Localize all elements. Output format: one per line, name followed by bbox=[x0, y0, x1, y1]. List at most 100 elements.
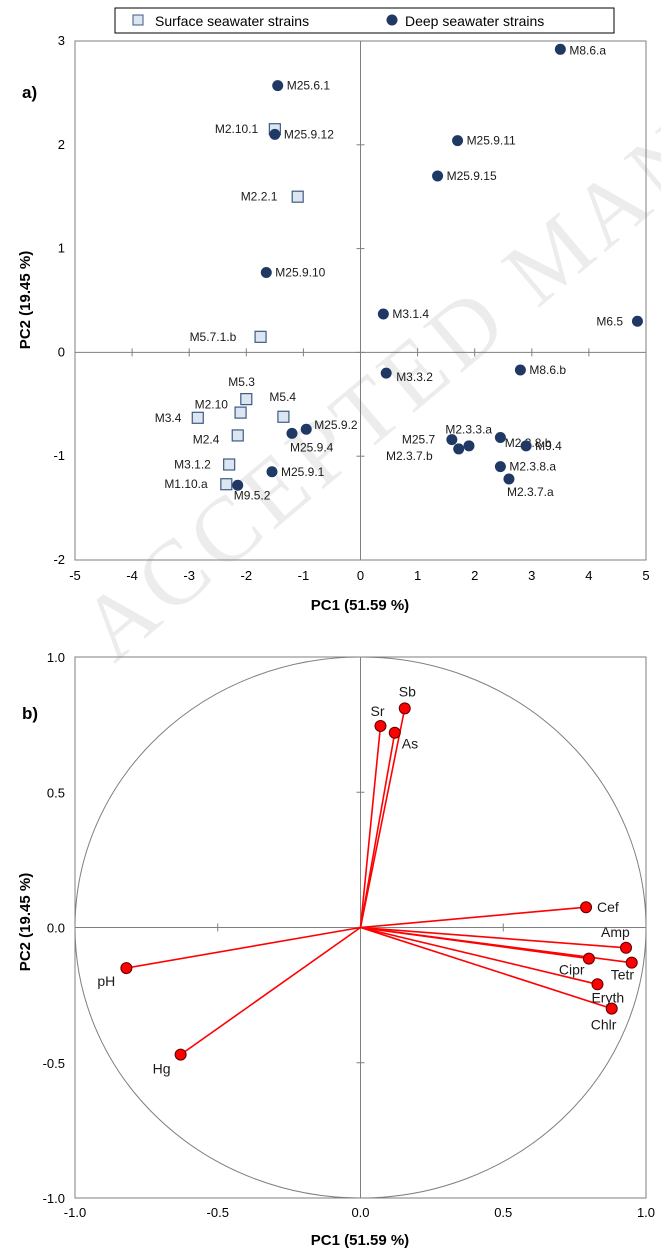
deep-strain-marker bbox=[453, 443, 465, 455]
point-label: M9.5.2 bbox=[234, 488, 271, 502]
deep-strain-marker bbox=[514, 364, 526, 376]
x-tick-label: -4 bbox=[126, 568, 138, 583]
loading-vector bbox=[126, 926, 361, 969]
vector-label: Sb bbox=[399, 683, 416, 699]
y-tick-label: -1.0 bbox=[43, 1191, 65, 1206]
point-label: M25.7 bbox=[402, 433, 436, 447]
panel-b-x-tick-labels: -1.0 -0.5 0.0 0.5 1.0 bbox=[64, 1205, 655, 1220]
surface-strain-marker bbox=[231, 429, 244, 442]
panel-a-x-tick-labels: -5 -4 -3 -2 -1 0 1 2 3 4 5 bbox=[69, 568, 649, 583]
panel-b-x-axis-title: PC1 (51.59 %) bbox=[311, 1232, 409, 1249]
x-tick-label: 0.0 bbox=[351, 1205, 369, 1220]
vector-endpoint bbox=[591, 978, 604, 991]
x-tick-label: 5 bbox=[642, 568, 649, 583]
x-tick-label: -5 bbox=[69, 568, 81, 583]
legend-box bbox=[114, 7, 615, 34]
vector-endpoint bbox=[120, 962, 133, 975]
point-label: M25.9.11 bbox=[467, 134, 516, 148]
surface-strain-marker bbox=[191, 411, 204, 424]
vector-endpoint bbox=[580, 901, 593, 914]
vector-label: Sr bbox=[370, 703, 384, 719]
vector-label: Cef bbox=[597, 899, 619, 915]
point-label: M3.4 bbox=[155, 411, 182, 425]
vector-label: As bbox=[402, 736, 418, 752]
point-label: M9.4 bbox=[535, 439, 562, 453]
panel-a-points: M2.10.1 M2.2.1 M5.7.1.b M5.3 M2.10 M5.4 M3.4 M2… bbox=[155, 43, 643, 502]
x-tick-label: 0.5 bbox=[494, 1205, 512, 1220]
point-label: M2.3.7.b bbox=[386, 449, 433, 463]
panel-a-label: a) bbox=[22, 83, 37, 102]
point-label: M5.3 bbox=[228, 375, 255, 389]
y-tick-label: 1 bbox=[58, 241, 65, 256]
deep-strain-marker bbox=[463, 440, 475, 452]
vector-endpoint bbox=[398, 702, 411, 715]
vector-endpoint bbox=[605, 1002, 618, 1015]
surface-strain-marker bbox=[223, 458, 236, 471]
point-label: M3.1.4 bbox=[392, 307, 429, 321]
point-label: M2.10 bbox=[195, 398, 229, 412]
loading-vector bbox=[360, 926, 598, 986]
point-label: M8.6.b bbox=[529, 363, 566, 377]
legend-deep-label: Deep seawater strains bbox=[405, 13, 544, 29]
x-tick-label: 1.0 bbox=[637, 1205, 655, 1220]
surface-strain-marker bbox=[277, 410, 290, 423]
loading-vector bbox=[360, 926, 627, 949]
point-label: M2.3.7.a bbox=[507, 485, 554, 499]
legend-deep-marker bbox=[386, 14, 398, 26]
point-label: M5.7.1.b bbox=[190, 330, 237, 344]
deep-strain-marker bbox=[554, 43, 566, 55]
point-label: M25.9.4 bbox=[290, 440, 334, 454]
y-tick-label: 1.0 bbox=[47, 650, 65, 665]
vector-endpoint bbox=[582, 952, 595, 965]
deep-strain-marker bbox=[494, 461, 506, 473]
deep-strain-marker bbox=[300, 423, 312, 435]
deep-strain-marker bbox=[272, 80, 284, 92]
x-tick-label: -2 bbox=[241, 568, 253, 583]
point-label: M8.6.a bbox=[569, 43, 606, 57]
x-tick-label: -1.0 bbox=[64, 1205, 86, 1220]
panel-a-zero-axes bbox=[74, 40, 647, 561]
y-tick-label: 0.5 bbox=[47, 785, 65, 800]
y-tick-label: 3 bbox=[58, 33, 65, 48]
panel-a-y-tick-labels: -2 -1 0 1 2 3 bbox=[53, 33, 65, 567]
deep-strain-marker bbox=[446, 434, 458, 446]
panel-a-x-axis-title: PC1 (51.59 %) bbox=[311, 597, 409, 614]
loading-vector bbox=[180, 926, 361, 1056]
deep-strain-marker bbox=[377, 308, 389, 320]
x-tick-label: 0 bbox=[357, 568, 364, 583]
vector-label: Chlr bbox=[591, 1017, 617, 1033]
deep-strain-marker bbox=[380, 367, 392, 379]
surface-strain-marker bbox=[240, 393, 253, 406]
loading-vector bbox=[359, 732, 396, 928]
deep-strain-marker bbox=[520, 440, 532, 452]
vector-endpoint bbox=[388, 726, 401, 739]
vector-endpoint bbox=[620, 941, 633, 954]
deep-strain-marker bbox=[452, 135, 464, 147]
legend-surface-label: Surface seawater strains bbox=[155, 13, 309, 29]
surface-strain-marker bbox=[254, 330, 267, 343]
surface-strain-marker bbox=[220, 478, 233, 491]
deep-strain-marker bbox=[503, 473, 515, 485]
vector-label: Eryth bbox=[591, 989, 624, 1005]
y-tick-label: 0 bbox=[58, 344, 65, 359]
x-tick-label: -3 bbox=[183, 568, 195, 583]
loading-vector bbox=[360, 926, 612, 1010]
point-label: M25.9.2 bbox=[314, 418, 358, 432]
x-tick-label: -0.5 bbox=[207, 1205, 229, 1220]
y-tick-label: 2 bbox=[58, 137, 65, 152]
vector-endpoint bbox=[374, 719, 387, 732]
x-tick-label: -1 bbox=[298, 568, 310, 583]
point-label: M5.4 bbox=[269, 390, 296, 404]
deep-strain-marker bbox=[286, 427, 298, 439]
surface-strain-marker bbox=[234, 406, 247, 419]
point-label: M25.9.10 bbox=[275, 265, 325, 279]
deep-strain-marker bbox=[432, 170, 444, 182]
y-tick-label: -0.5 bbox=[43, 1056, 65, 1071]
point-label: M2.2.1 bbox=[241, 190, 278, 204]
vector-endpoint bbox=[174, 1048, 187, 1061]
x-tick-label: 4 bbox=[585, 568, 592, 583]
loading-vector bbox=[360, 906, 587, 929]
legend-surface-marker bbox=[132, 14, 144, 26]
